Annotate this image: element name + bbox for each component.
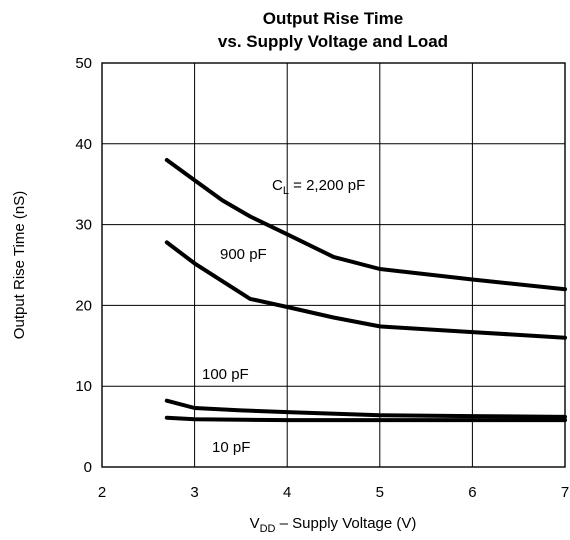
y-tick-label: 0	[84, 459, 92, 476]
x-tick-label: 7	[561, 484, 569, 501]
x-tick-label: 2	[98, 484, 106, 501]
y-tick-label: 30	[75, 217, 92, 234]
x-axis-label: VDD – Supply Voltage (V)	[250, 515, 417, 535]
y-tick-label: 20	[75, 297, 92, 314]
x-tick-label: 3	[190, 484, 198, 501]
label-2200pf-c: C	[272, 177, 283, 194]
series-line-1	[164, 240, 567, 340]
x-axis-label-sub: DD	[260, 523, 276, 535]
label-2200pf-sub: L	[283, 185, 289, 197]
y-tick-label: 50	[75, 55, 92, 72]
series-line-3	[164, 415, 567, 423]
chart-title-line2: vs. Supply Voltage and Load	[218, 32, 448, 51]
x-tick-label: 6	[468, 484, 476, 501]
series-line-0	[164, 158, 567, 292]
x-axis-label-v: V	[250, 515, 260, 532]
series-group	[164, 158, 567, 423]
grid	[101, 62, 566, 468]
label-2200pf-rest: = 2,200 pF	[289, 177, 365, 194]
label-900pf: 900 pF	[220, 246, 267, 263]
x-axis-label-rest: – Supply Voltage (V)	[275, 515, 416, 532]
chart-title-line1: Output Rise Time	[263, 9, 403, 28]
x-tick-label: 4	[283, 484, 291, 501]
x-tick-label: 5	[376, 484, 384, 501]
y-tick-labels: 0 10 20 30 40 50	[75, 55, 92, 476]
y-tick-label: 10	[75, 378, 92, 395]
y-tick-label: 40	[75, 136, 92, 153]
x-tick-labels: 2 3 4 5 6 7	[98, 484, 569, 501]
y-axis-label: Output Rise Time (nS)	[11, 191, 28, 339]
label-2200pf: CL = 2,200 pF	[272, 177, 365, 197]
plot-frame	[101, 62, 566, 468]
label-100pf: 100 pF	[202, 366, 249, 383]
label-10pf: 10 pF	[212, 439, 250, 456]
series-line-2	[164, 398, 567, 419]
